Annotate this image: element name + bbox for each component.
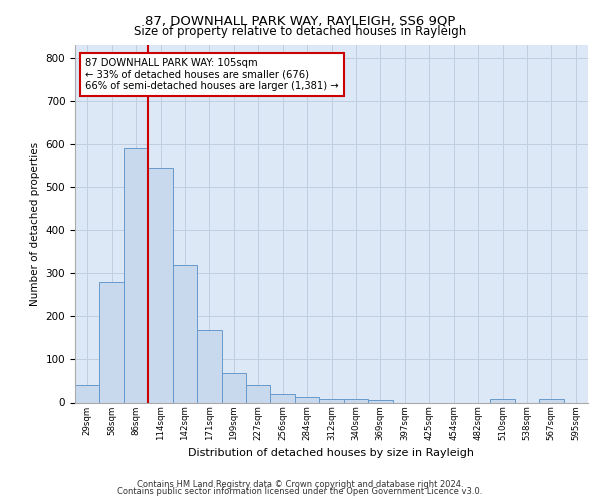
- Bar: [246, 386, 271, 402]
- Bar: [197, 330, 221, 402]
- Bar: [124, 148, 148, 402]
- Bar: [148, 168, 173, 402]
- Bar: [271, 394, 295, 402]
- Text: Contains public sector information licensed under the Open Government Licence v3: Contains public sector information licen…: [118, 488, 482, 496]
- Bar: [344, 399, 368, 402]
- Bar: [319, 399, 344, 402]
- Bar: [221, 373, 246, 402]
- Text: 87, DOWNHALL PARK WAY, RAYLEIGH, SS6 9QP: 87, DOWNHALL PARK WAY, RAYLEIGH, SS6 9QP: [145, 14, 455, 27]
- Bar: [490, 399, 515, 402]
- Bar: [100, 282, 124, 403]
- X-axis label: Distribution of detached houses by size in Rayleigh: Distribution of detached houses by size …: [188, 448, 475, 458]
- Text: Size of property relative to detached houses in Rayleigh: Size of property relative to detached ho…: [134, 25, 466, 38]
- Bar: [368, 400, 392, 402]
- Bar: [75, 386, 100, 402]
- Text: Contains HM Land Registry data © Crown copyright and database right 2024.: Contains HM Land Registry data © Crown c…: [137, 480, 463, 489]
- Y-axis label: Number of detached properties: Number of detached properties: [30, 142, 40, 306]
- Bar: [295, 398, 319, 402]
- Bar: [539, 399, 563, 402]
- Bar: [173, 264, 197, 402]
- Text: 87 DOWNHALL PARK WAY: 105sqm
← 33% of detached houses are smaller (676)
66% of s: 87 DOWNHALL PARK WAY: 105sqm ← 33% of de…: [85, 58, 339, 91]
